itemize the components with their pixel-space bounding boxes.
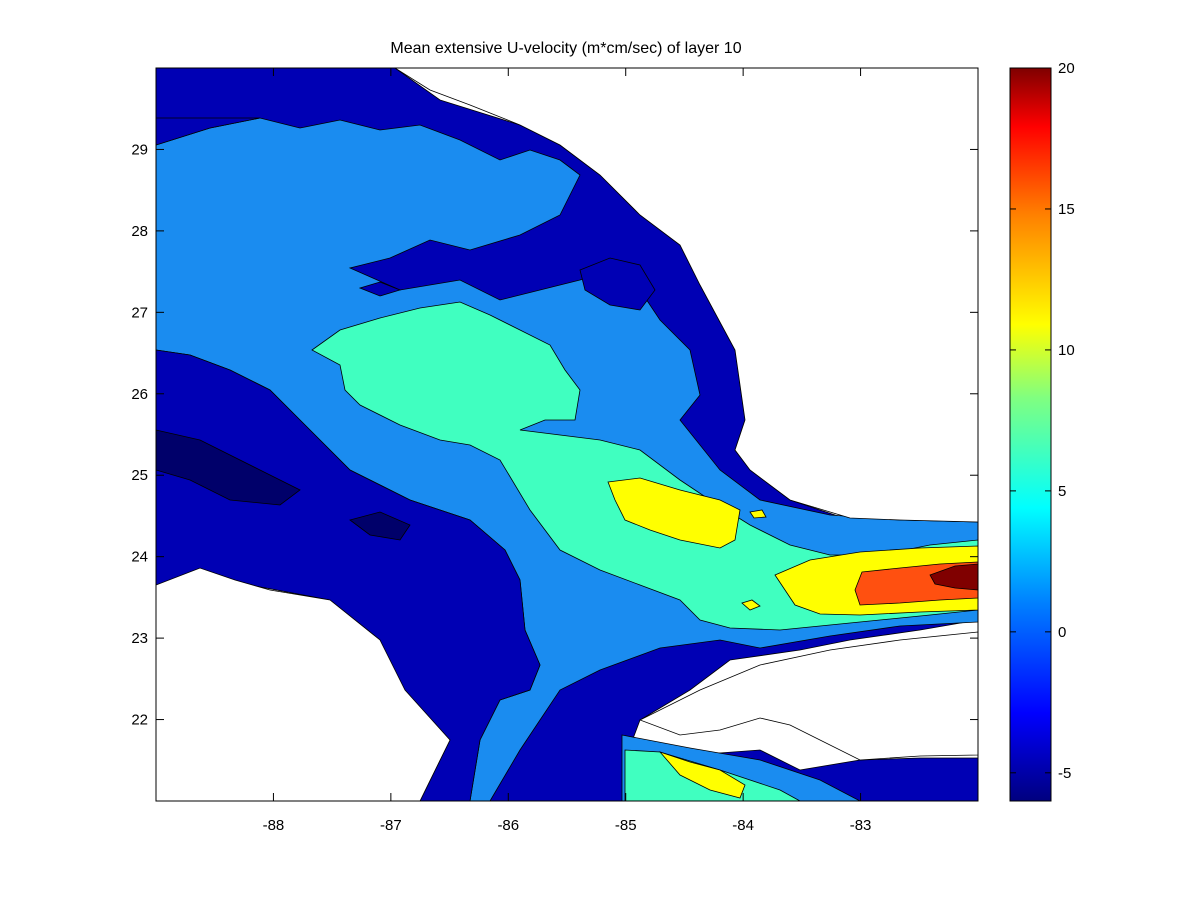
colorbar: -5 0 5 10 15 20: [1009, 60, 1075, 802]
plot-area: [156, 68, 978, 801]
deep-patch-3: [156, 429, 301, 506]
y-tick-label: 23: [131, 630, 148, 647]
y-tick-label: 22: [131, 712, 148, 729]
x-tick-label: -88: [263, 817, 285, 834]
x-tick-label: -85: [615, 817, 637, 834]
colorbar-tick-label: 5: [1058, 483, 1066, 500]
small-yellow-islet: [741, 599, 761, 611]
x-tick-label: -84: [732, 817, 754, 834]
colorbar-tick-label: 20: [1058, 60, 1075, 77]
land-cuba: [639, 631, 978, 761]
y-tick-label: 27: [131, 304, 148, 321]
y-tick-label: 25: [131, 467, 148, 484]
contour-level-high-south: [658, 751, 746, 799]
land-yucatan: [156, 567, 451, 801]
y-tick-label: 26: [131, 386, 148, 403]
deep-patch-4: [349, 511, 411, 541]
land-florida: [394, 68, 978, 523]
colorbar-tick-label: 0: [1058, 624, 1066, 641]
x-tick-label: -83: [850, 817, 872, 834]
colorbar-ticks: -5 0 5 10 15 20: [1010, 60, 1075, 782]
x-tick-label: -86: [497, 817, 519, 834]
colorbar-gradient: [1010, 68, 1051, 801]
x-axis: -88 -87 -86 -85 -84 -83: [263, 68, 872, 834]
colorbar-tick-label: -5: [1058, 765, 1071, 782]
small-yellow-islet-2: [749, 509, 767, 519]
deep-patch-2: [579, 257, 656, 311]
y-tick-label: 24: [131, 549, 148, 566]
deep-patch-1: [358, 281, 402, 297]
y-tick-label: 28: [131, 223, 148, 240]
y-axis: 22 23 24 25 26 27 28 29: [131, 141, 978, 729]
contour-level-high-center: [607, 477, 741, 549]
colorbar-frame: [1009, 67, 1052, 802]
chart-title: Mean extensive U-velocity (m*cm/sec) of …: [390, 40, 741, 57]
axes-frame: [155, 67, 979, 802]
y-tick-label: 29: [131, 141, 148, 158]
colorbar-tick-label: 10: [1058, 342, 1075, 359]
contour-level-max: [929, 563, 978, 591]
x-tick-label: -87: [380, 817, 402, 834]
colorbar-tick-label: 15: [1058, 201, 1075, 218]
